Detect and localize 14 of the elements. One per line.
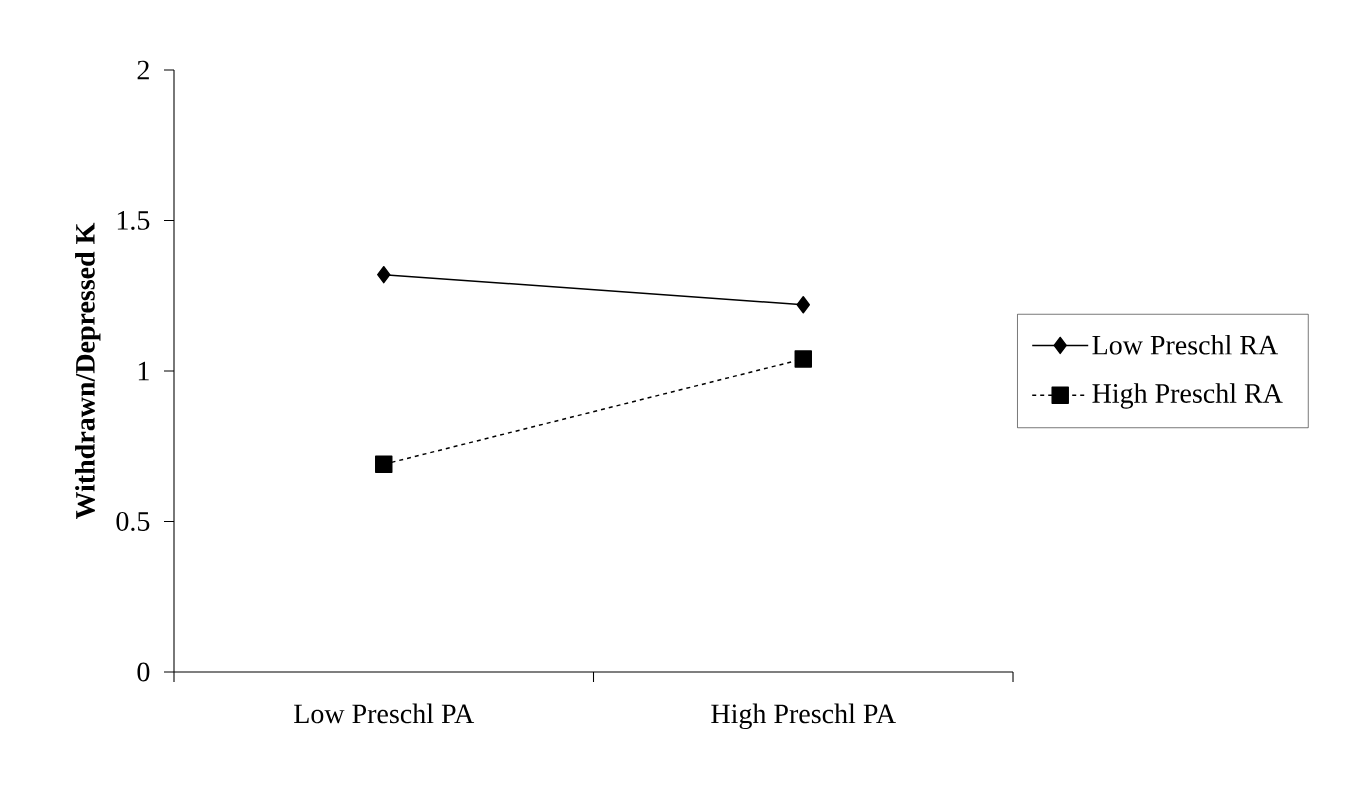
y-tick-label: 1 xyxy=(138,361,149,381)
point xyxy=(794,350,812,368)
y-tick-label: 0.5 xyxy=(116,512,150,532)
point xyxy=(796,296,810,314)
y-tick-label: 0 xyxy=(137,662,150,682)
legend-label: Low Preschl RA xyxy=(1092,334,1279,355)
point xyxy=(375,455,393,474)
x-tick-label: High Preschl PA xyxy=(711,703,896,730)
legend-label: High Preschl RA xyxy=(1092,383,1283,409)
x-tick-label: Low Preschl PA xyxy=(294,703,475,724)
y-tick-label: 2 xyxy=(137,60,149,80)
point xyxy=(377,265,391,284)
y-tick-label: 1.5 xyxy=(117,211,150,230)
y-axis-title: Withdrawn/Depressed K xyxy=(75,222,101,520)
